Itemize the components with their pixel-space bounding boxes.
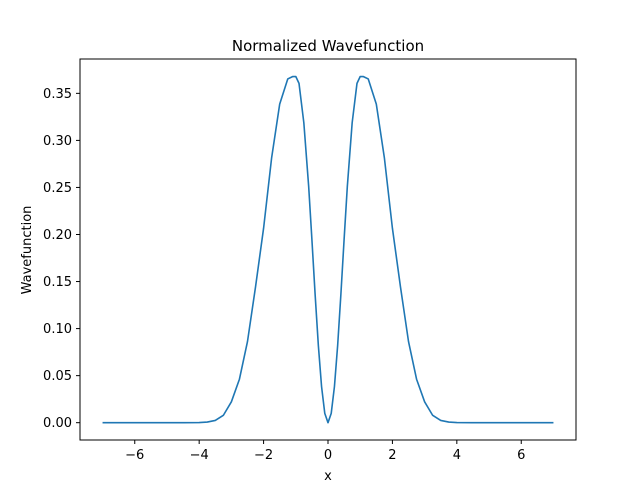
y-tick-label-2: 0.10: [43, 322, 72, 337]
plot-area: −6 −4 −2 0 2 4 6 0.00 0.05 0.10 0.15 0.20 0.25 0.30 0.…: [43, 58, 577, 463]
y-tick-label-6: 0.30: [43, 134, 72, 149]
y-axis-label: Wavefunction: [20, 206, 35, 295]
y-tick-label-7: 0.35: [43, 87, 72, 102]
plot-frame: [79, 58, 577, 441]
y-tick-label-0: 0.00: [43, 416, 72, 431]
x-axis-label: x: [324, 469, 332, 484]
y-tick-label-5: 0.25: [43, 181, 72, 196]
x-tick-label-6: 6: [517, 448, 525, 463]
x-tick-label-4: 2: [388, 448, 396, 463]
y-tick-label-1: 0.05: [43, 369, 72, 384]
chart-title: Normalized Wavefunction: [232, 37, 424, 55]
x-tick-label-0: −6: [125, 448, 144, 463]
y-tick-label-4: 0.20: [43, 228, 72, 243]
y-tick-label-3: 0.15: [43, 275, 72, 290]
x-tick-label-5: 4: [453, 448, 461, 463]
x-tick-label-1: −4: [190, 448, 209, 463]
x-tick-label-2: −2: [254, 448, 273, 463]
series-line-0: [102, 75, 554, 424]
x-tick-label-3: 0: [324, 448, 332, 463]
